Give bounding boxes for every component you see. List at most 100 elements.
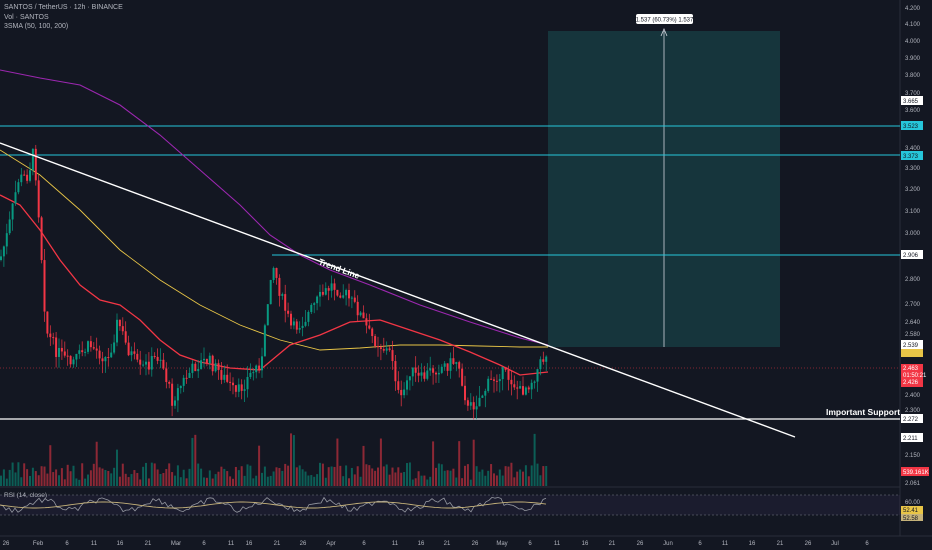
symbol-title[interactable]: SANTOS / TetherUS · 12h · BINANCE [4, 4, 123, 11]
volume-bar [490, 464, 493, 486]
volume-bar [147, 478, 150, 486]
candle-body [321, 291, 324, 295]
tag-sma100-box [901, 349, 923, 357]
volume-bar [527, 476, 530, 486]
candle-body [60, 347, 63, 352]
volume-bar [234, 466, 237, 486]
volume-bar [501, 475, 504, 486]
sma-legend[interactable]: 3SMA (50, 100, 200) [4, 23, 69, 30]
candle-body [55, 337, 58, 357]
tag-2272-box [901, 414, 923, 423]
volume-bar [287, 465, 290, 486]
volume-bar [429, 476, 432, 486]
candle-body [272, 267, 275, 280]
price-tick: 4.100 [905, 22, 921, 28]
time-axis[interactable]: 26 Feb 6 11 16 21 Mar 6 11 16 21 26 Apr 6 11 16 21 26 May 6… [3, 541, 870, 547]
volume-bar [374, 470, 377, 486]
candle-body [330, 283, 333, 291]
time-tick: 26 [637, 541, 644, 547]
time-tick: 26 [3, 541, 10, 547]
candle-body [397, 381, 400, 390]
candle-body [411, 367, 414, 377]
candle-body [92, 347, 95, 349]
candle-body [493, 379, 495, 381]
candle-body [339, 295, 342, 298]
candle-body [336, 289, 339, 296]
candle-body [5, 233, 8, 247]
candle-body [432, 368, 435, 373]
candle-body [162, 359, 165, 369]
volume-bar [524, 465, 527, 486]
price-tick: 3.800 [905, 73, 921, 79]
price-tick: 2.150 [905, 453, 921, 459]
volume-bar [92, 463, 95, 486]
volume-bar [542, 466, 545, 486]
volume-bar [113, 467, 116, 486]
candle-body [313, 303, 316, 305]
trend-line[interactable] [0, 142, 796, 438]
volume-bar [536, 463, 539, 486]
candle-body [536, 369, 539, 382]
candle-body [174, 400, 176, 406]
measure-label-box [636, 14, 693, 24]
volume-bar [301, 469, 304, 486]
candle-body [130, 351, 133, 356]
time-tick: 6 [65, 541, 69, 547]
volume-bar [461, 478, 464, 486]
volume-bar [545, 466, 548, 486]
candle-body [524, 387, 527, 395]
volume-bar [443, 470, 446, 486]
volume-bar [139, 479, 142, 486]
volume-bar [475, 466, 478, 486]
time-tick: 6 [528, 541, 532, 547]
candle-body [168, 382, 171, 384]
candle-body [391, 350, 394, 362]
candle-body [37, 180, 40, 218]
candle-body [243, 389, 246, 391]
candle-body [139, 359, 142, 365]
candle-body [284, 294, 287, 311]
volume-bar [188, 468, 191, 486]
candle-body [72, 359, 75, 365]
volume-legend[interactable]: Vol · SANTOS [4, 13, 49, 21]
time-tick: 11 [392, 541, 399, 547]
candle-body [516, 387, 519, 389]
volume-bar [26, 469, 29, 486]
volume-bar [49, 445, 52, 486]
candle-body [510, 379, 513, 385]
tag-rsi-1: 52.41 [903, 508, 919, 514]
candle-body [475, 406, 478, 410]
volume-bar [223, 468, 226, 486]
sma100-line [0, 149, 548, 351]
volume-bar [307, 475, 310, 486]
candle-body [362, 312, 365, 319]
candle-body [110, 352, 113, 358]
volume-bar [275, 467, 278, 486]
candle-body [446, 363, 449, 371]
candle-body [179, 385, 182, 389]
candle-body [229, 381, 232, 383]
price-tick: 3.100 [905, 209, 921, 215]
candle-body [324, 288, 327, 295]
time-tick: 26 [300, 541, 307, 547]
candle-body [348, 290, 350, 299]
candle-body [217, 363, 220, 371]
rsi-legend[interactable]: RSI (14, close) [4, 492, 47, 499]
volume-bar [40, 466, 43, 486]
volume-bar [510, 462, 513, 486]
volume-bar [249, 465, 252, 486]
volume-bar [229, 476, 232, 486]
price-tick: 2.300 [905, 408, 921, 414]
volume-bar [304, 471, 307, 486]
volume-bar [150, 462, 153, 486]
candle-body [455, 362, 458, 364]
tag-2906-box [901, 250, 923, 259]
volume-bar [400, 472, 403, 486]
time-tick: 16 [418, 541, 425, 547]
time-tick: 21 [145, 541, 152, 547]
volume-bar [2, 469, 5, 486]
volume-bar [464, 465, 466, 486]
volume-bar [127, 477, 130, 486]
volume-bar [313, 476, 316, 486]
